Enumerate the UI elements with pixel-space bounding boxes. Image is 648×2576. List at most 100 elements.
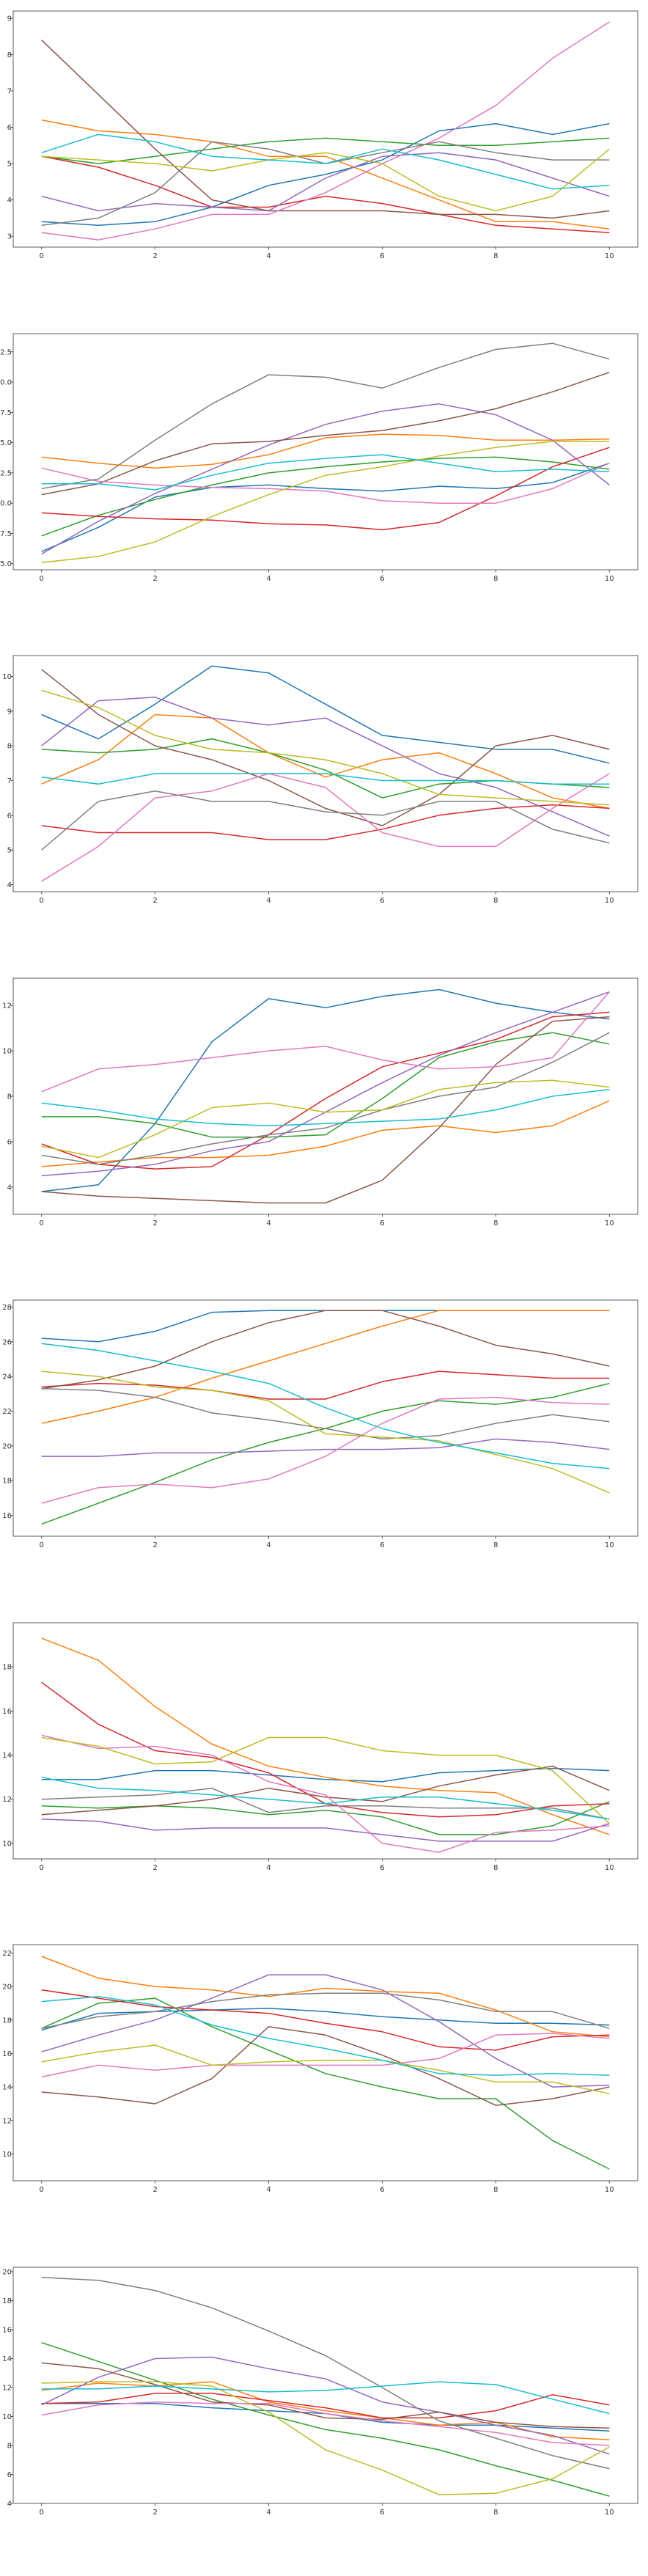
y-tick-label: 4 <box>7 881 12 889</box>
series-line-3 <box>41 1032 610 1138</box>
x-tick-label: 0 <box>40 1864 44 1872</box>
x-tick-label: 2 <box>152 1864 157 1872</box>
series-line-5 <box>41 2356 610 2455</box>
series-line-2 <box>41 2381 610 2440</box>
series-line-5 <box>41 1819 610 1842</box>
series-line-10 <box>41 1088 610 1127</box>
series-line-7 <box>41 1396 610 1504</box>
x-tick-label: 8 <box>493 2509 498 2517</box>
y-tick-label: 10 <box>2 2151 12 2159</box>
y-tick-label: 6 <box>7 124 12 132</box>
x-tick-label: 10 <box>605 252 614 260</box>
series-line-10 <box>41 2381 610 2415</box>
series-line-9 <box>41 1370 610 1494</box>
series-line-5 <box>41 1974 610 2088</box>
y-tick-label: 8 <box>7 743 12 751</box>
x-tick-label: 10 <box>605 2509 614 2517</box>
y-tick-label: 7 <box>7 87 12 95</box>
series-line-4 <box>41 1370 610 1400</box>
y-tick-label: 20.0 <box>0 379 12 387</box>
series-line-10 <box>41 773 610 785</box>
x-tick-label: 0 <box>40 897 44 905</box>
chart-8: 0 2 4 6 8 10 4 6 8 10 12 14 16 18 20 <box>2 2267 638 2517</box>
y-tick-label: 9 <box>7 708 12 716</box>
x-tick-label: 8 <box>493 1864 498 1872</box>
x-tick-label: 8 <box>493 252 498 260</box>
y-tick-label: 18 <box>2 2297 12 2305</box>
series-line-4 <box>41 2393 610 2419</box>
y-tick-label: 4 <box>7 197 12 205</box>
series-line-7 <box>41 2401 610 2446</box>
series-line-4 <box>41 804 610 840</box>
series-line-8 <box>41 2277 610 2470</box>
x-tick-label: 0 <box>40 2509 44 2517</box>
series-line-10 <box>41 454 610 491</box>
series-line-5 <box>41 152 610 212</box>
series-line-9 <box>41 689 610 806</box>
y-tick-label: 14 <box>2 2084 12 2092</box>
y-tick-label: 6 <box>7 1138 12 1146</box>
x-tick-label: 6 <box>380 252 384 260</box>
x-tick-label: 2 <box>152 2186 157 2194</box>
series-line-7 <box>41 2033 610 2078</box>
series-line-8 <box>41 1388 610 1440</box>
series-line-6 <box>41 1765 610 1816</box>
series-line-8 <box>41 1032 610 1165</box>
series-line-10 <box>41 1996 610 2076</box>
x-tick-label: 4 <box>266 2186 270 2194</box>
series-line-7 <box>41 21 610 241</box>
x-tick-label: 4 <box>266 897 270 905</box>
series-line-8 <box>41 1787 610 1820</box>
y-tick-label: 12.5 <box>0 469 12 477</box>
y-tick-label: 8 <box>7 1093 12 1101</box>
series-line-4 <box>41 447 610 531</box>
series-line-9 <box>41 1079 610 1159</box>
x-tick-label: 2 <box>152 575 157 583</box>
x-tick-label: 4 <box>266 1219 270 1228</box>
y-tick-label: 10 <box>2 1840 12 1848</box>
x-tick-label: 4 <box>266 2509 270 2517</box>
series-line-3 <box>41 137 610 164</box>
chart-2: 0 2 4 6 8 10 5.0 7.5 10.0 12.5 15.0 17.5 20.0 22.5 <box>0 333 638 583</box>
series-line-10 <box>41 1343 610 1469</box>
x-tick-label: 2 <box>152 897 157 905</box>
y-tick-label: 16 <box>2 2050 12 2058</box>
plot-frame <box>12 977 638 1215</box>
x-tick-label: 6 <box>380 1219 384 1228</box>
y-tick-label: 10 <box>2 2413 12 2421</box>
y-tick-label: 16 <box>2 2326 12 2334</box>
plot-frame <box>12 333 638 570</box>
series-line-1 <box>41 665 610 764</box>
series-line-10 <box>41 133 610 190</box>
y-tick-label: 24 <box>2 1373 12 1381</box>
y-tick-label: 18 <box>2 1478 12 1486</box>
series-line-3 <box>41 2341 610 2497</box>
series-line-6 <box>41 669 610 826</box>
x-tick-label: 0 <box>40 252 44 260</box>
x-tick-label: 2 <box>152 252 157 260</box>
chart-6: 0 2 4 6 8 10 10 12 14 16 18 <box>2 1622 638 1872</box>
series-line-1 <box>41 2008 610 2031</box>
series-line-2 <box>41 119 610 230</box>
plot-frame <box>12 655 638 892</box>
plot-frame <box>12 1944 638 2181</box>
y-tick-label: 7 <box>7 777 12 785</box>
x-tick-label: 6 <box>380 575 384 583</box>
y-tick-label: 12 <box>2 2117 12 2125</box>
series-line-7 <box>41 991 610 1093</box>
y-tick-label: 4 <box>7 1184 12 1192</box>
x-tick-label: 2 <box>152 1219 157 1228</box>
x-tick-label: 4 <box>266 1864 270 1872</box>
y-tick-label: 22 <box>2 1950 12 1958</box>
series-line-3 <box>41 1997 610 2170</box>
series-line-4 <box>41 155 610 233</box>
x-tick-label: 10 <box>605 575 614 583</box>
y-tick-label: 26 <box>2 1338 12 1346</box>
series-line-6 <box>41 1016 610 1204</box>
plot-frame <box>12 2267 638 2504</box>
x-tick-label: 8 <box>493 897 498 905</box>
series-line-8 <box>41 342 610 490</box>
y-tick-label: 14 <box>2 1752 12 1760</box>
series-line-3 <box>41 456 610 537</box>
